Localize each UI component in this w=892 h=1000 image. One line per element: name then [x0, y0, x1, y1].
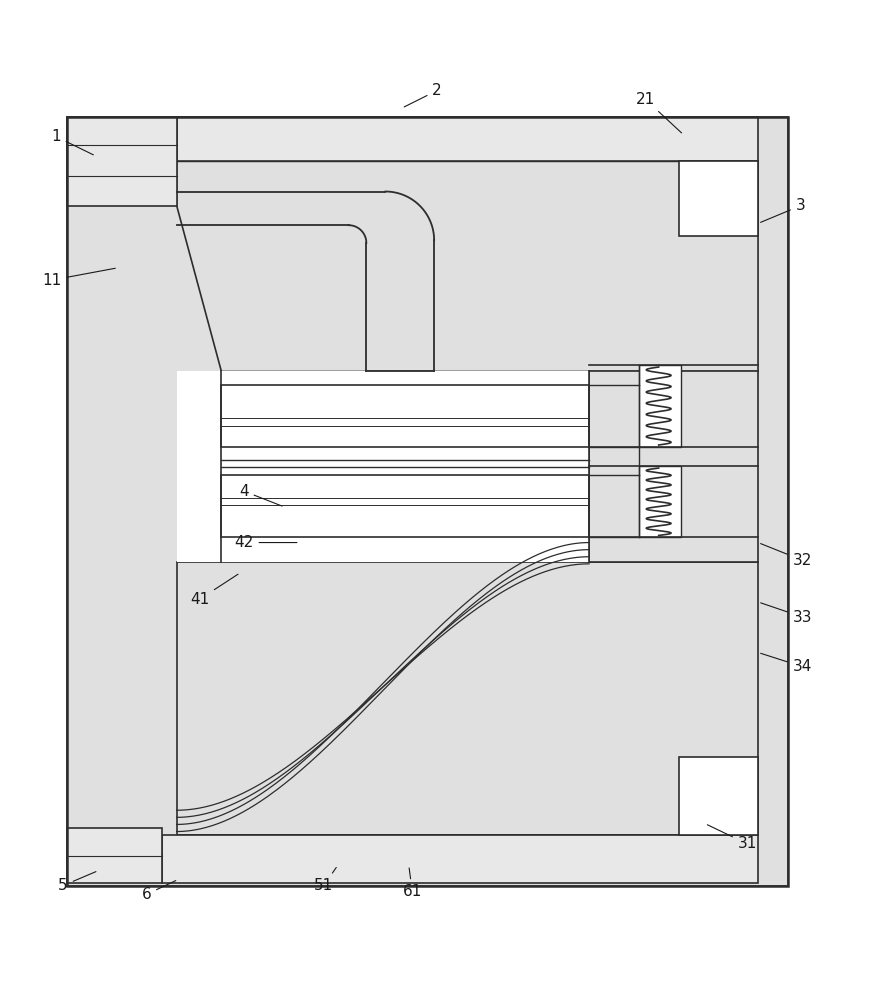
- Text: 42: 42: [235, 535, 297, 550]
- Bar: [68, 117, 788, 886]
- Bar: [68, 828, 161, 883]
- Text: 34: 34: [761, 653, 812, 674]
- Bar: [68, 117, 788, 886]
- Text: 1: 1: [51, 129, 94, 155]
- Bar: [679, 757, 758, 835]
- Bar: [68, 117, 177, 206]
- Text: 32: 32: [761, 544, 812, 568]
- Text: 5: 5: [58, 872, 96, 893]
- Bar: [221, 385, 589, 447]
- Bar: [639, 365, 681, 447]
- Text: 41: 41: [190, 574, 238, 607]
- Bar: [679, 161, 758, 236]
- Bar: [177, 117, 758, 161]
- Text: 61: 61: [402, 868, 422, 899]
- Polygon shape: [177, 161, 758, 371]
- Text: 4: 4: [239, 484, 282, 506]
- Polygon shape: [177, 562, 758, 835]
- Text: 11: 11: [42, 268, 115, 288]
- Text: 6: 6: [142, 881, 176, 902]
- Bar: [177, 371, 589, 562]
- Text: 3: 3: [761, 198, 805, 222]
- Bar: [68, 117, 788, 886]
- Bar: [161, 835, 758, 883]
- Bar: [221, 475, 589, 537]
- Bar: [161, 835, 758, 883]
- Text: 21: 21: [636, 92, 681, 133]
- Text: 2: 2: [404, 83, 442, 107]
- Bar: [177, 117, 758, 161]
- Text: 31: 31: [707, 825, 757, 851]
- Text: 51: 51: [314, 867, 336, 893]
- Polygon shape: [589, 371, 758, 562]
- Text: 33: 33: [761, 603, 812, 625]
- Bar: [68, 117, 177, 206]
- Bar: [639, 466, 681, 537]
- Bar: [68, 828, 161, 883]
